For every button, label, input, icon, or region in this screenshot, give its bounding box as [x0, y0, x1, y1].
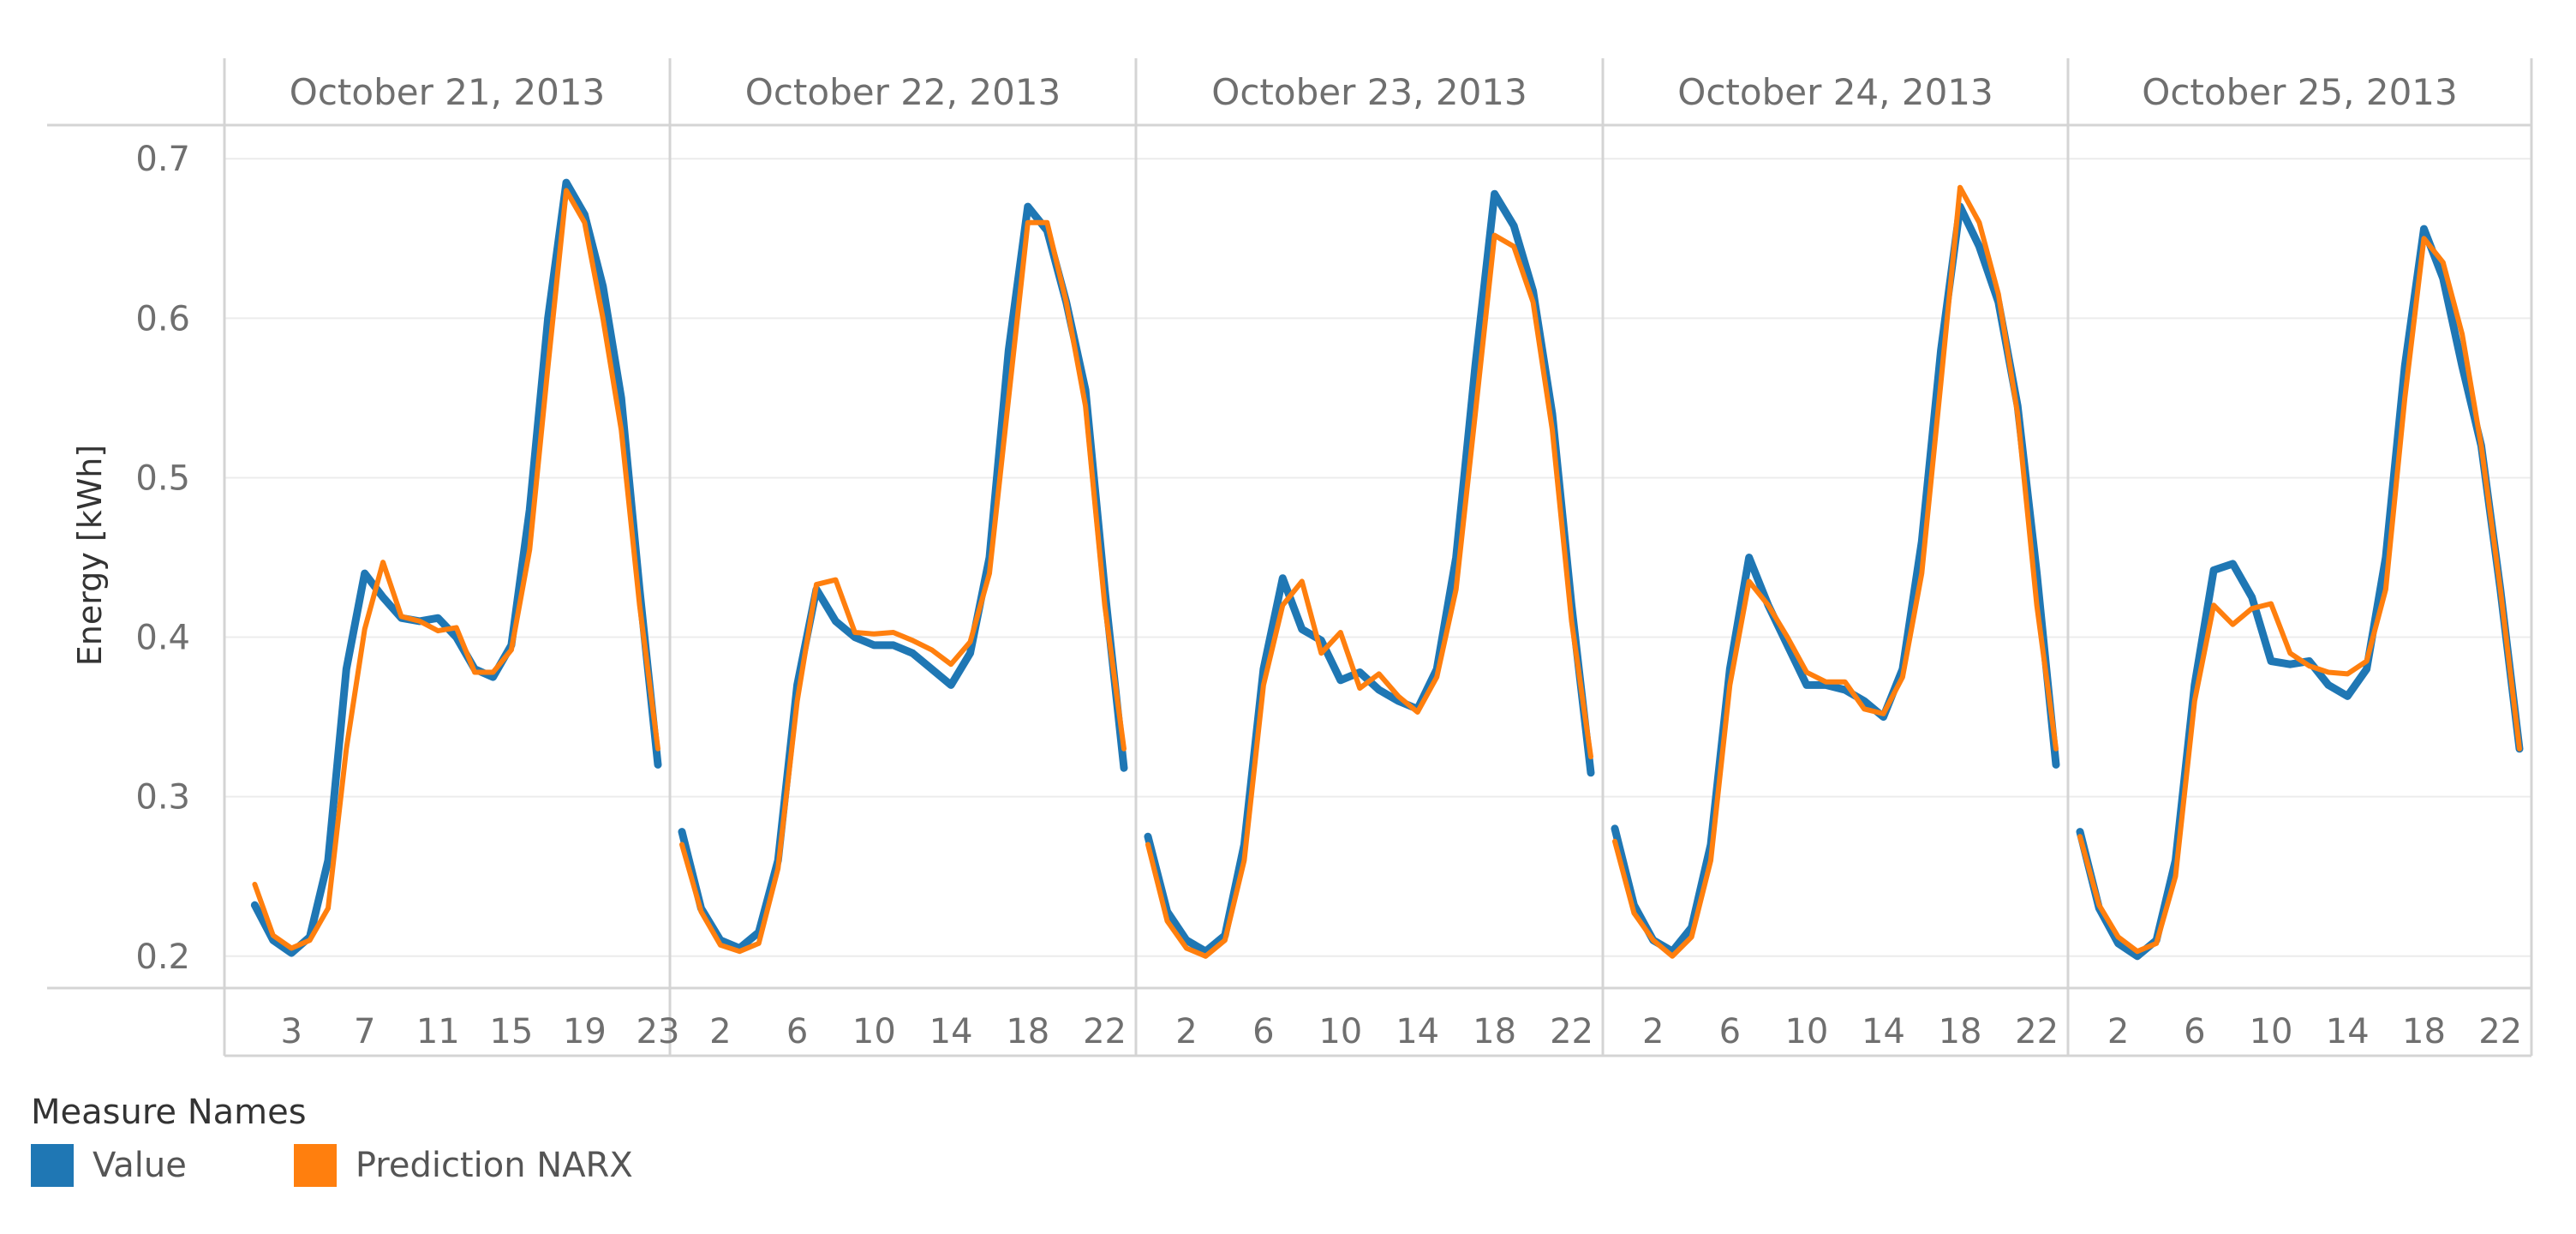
x-tick-label: 18	[1006, 1012, 1049, 1051]
y-tick-label: 0.7	[135, 140, 190, 179]
x-tick-label: 14	[2326, 1012, 2370, 1051]
grid-lines	[224, 158, 2531, 957]
legend: Measure Names Value Prediction NARX	[31, 1093, 633, 1187]
legend-item-prediction-narx[interactable]: Prediction NARX	[293, 1144, 633, 1187]
x-tick-label: 10	[1784, 1012, 1828, 1051]
x-tick-label: 6	[1719, 1012, 1741, 1051]
panel-header: October 21, 2013	[290, 71, 605, 113]
x-tick-label: 14	[1396, 1012, 1439, 1051]
x-tick-label: 10	[852, 1012, 896, 1051]
legend-swatch-value	[31, 1144, 74, 1187]
y-tick-label: 0.5	[135, 458, 190, 498]
x-tick-label: 14	[1862, 1012, 1905, 1051]
x-tick-label: 3	[280, 1012, 302, 1051]
legend-label-prediction-narx: Prediction NARX	[355, 1146, 633, 1185]
legend-items: Value Prediction NARX	[31, 1144, 633, 1187]
x-tick-label: 22	[2478, 1012, 2522, 1051]
y-tick-label: 0.6	[135, 299, 190, 338]
panel-headers: October 21, 2013 October 22, 2013 October …	[290, 71, 2458, 113]
panel-header: October 23, 2013	[1211, 71, 1527, 113]
series-line-prediction-narx	[679, 219, 1127, 955]
x-tick-label: 22	[1083, 1012, 1127, 1051]
series-line-prediction-narx	[1612, 184, 2059, 959]
x-tick-label: 19	[563, 1012, 607, 1051]
x-axis-ticks: 3 7 11 15 19 23 2 6 10 14 18 22 2 6 10 14 18 22 2 6 10 14 18 22…	[280, 1012, 2522, 1051]
x-tick-label: 6	[1252, 1012, 1274, 1051]
y-tick-label: 0.3	[135, 778, 190, 818]
y-axis-label: Energy [kWh]	[71, 445, 109, 666]
y-tick-label: 0.2	[135, 937, 190, 977]
series-line-value	[1144, 189, 1595, 955]
x-tick-label: 22	[2015, 1012, 2059, 1051]
x-tick-label: 6	[786, 1012, 808, 1051]
x-tick-label: 2	[1175, 1012, 1197, 1051]
legend-title: Measure Names	[31, 1093, 307, 1132]
x-tick-label: 7	[354, 1012, 375, 1051]
x-tick-label: 6	[2184, 1012, 2205, 1051]
y-axis-ticks: 0.2 0.3 0.4 0.5 0.6 0.7	[135, 140, 190, 977]
series-line-value	[250, 178, 662, 957]
panel-header: October 25, 2013	[2142, 71, 2457, 113]
x-tick-label: 18	[1939, 1012, 1982, 1051]
x-tick-label: 2	[2107, 1012, 2129, 1051]
legend-item-value[interactable]: Value	[31, 1144, 187, 1187]
x-tick-label: 2	[1642, 1012, 1664, 1051]
x-tick-label: 2	[709, 1012, 731, 1051]
series-line-prediction-narx	[252, 188, 660, 951]
legend-label-value: Value	[93, 1146, 187, 1185]
x-tick-label: 18	[1473, 1012, 1516, 1051]
series-line-value	[2076, 225, 2524, 961]
series-line-prediction-narx	[1145, 232, 1593, 959]
x-tick-label: 15	[489, 1012, 533, 1051]
x-tick-label: 22	[1550, 1012, 1593, 1051]
y-tick-label: 0.4	[135, 619, 190, 658]
x-tick-label: 11	[416, 1012, 460, 1051]
x-tick-label: 18	[2402, 1012, 2446, 1051]
series-lines	[250, 178, 2524, 961]
x-tick-label: 10	[2250, 1012, 2293, 1051]
x-tick-label: 10	[1318, 1012, 1362, 1051]
series-line-value	[1611, 202, 2060, 955]
panel-header: October 24, 2013	[1677, 71, 1993, 113]
x-tick-label: 23	[637, 1012, 680, 1051]
panel-header: October 22, 2013	[745, 71, 1061, 113]
chart-frame	[47, 58, 2533, 1057]
series-line-prediction-narx	[2077, 236, 2522, 955]
x-tick-label: 14	[929, 1012, 973, 1051]
legend-swatch-prediction-narx	[293, 1144, 337, 1187]
